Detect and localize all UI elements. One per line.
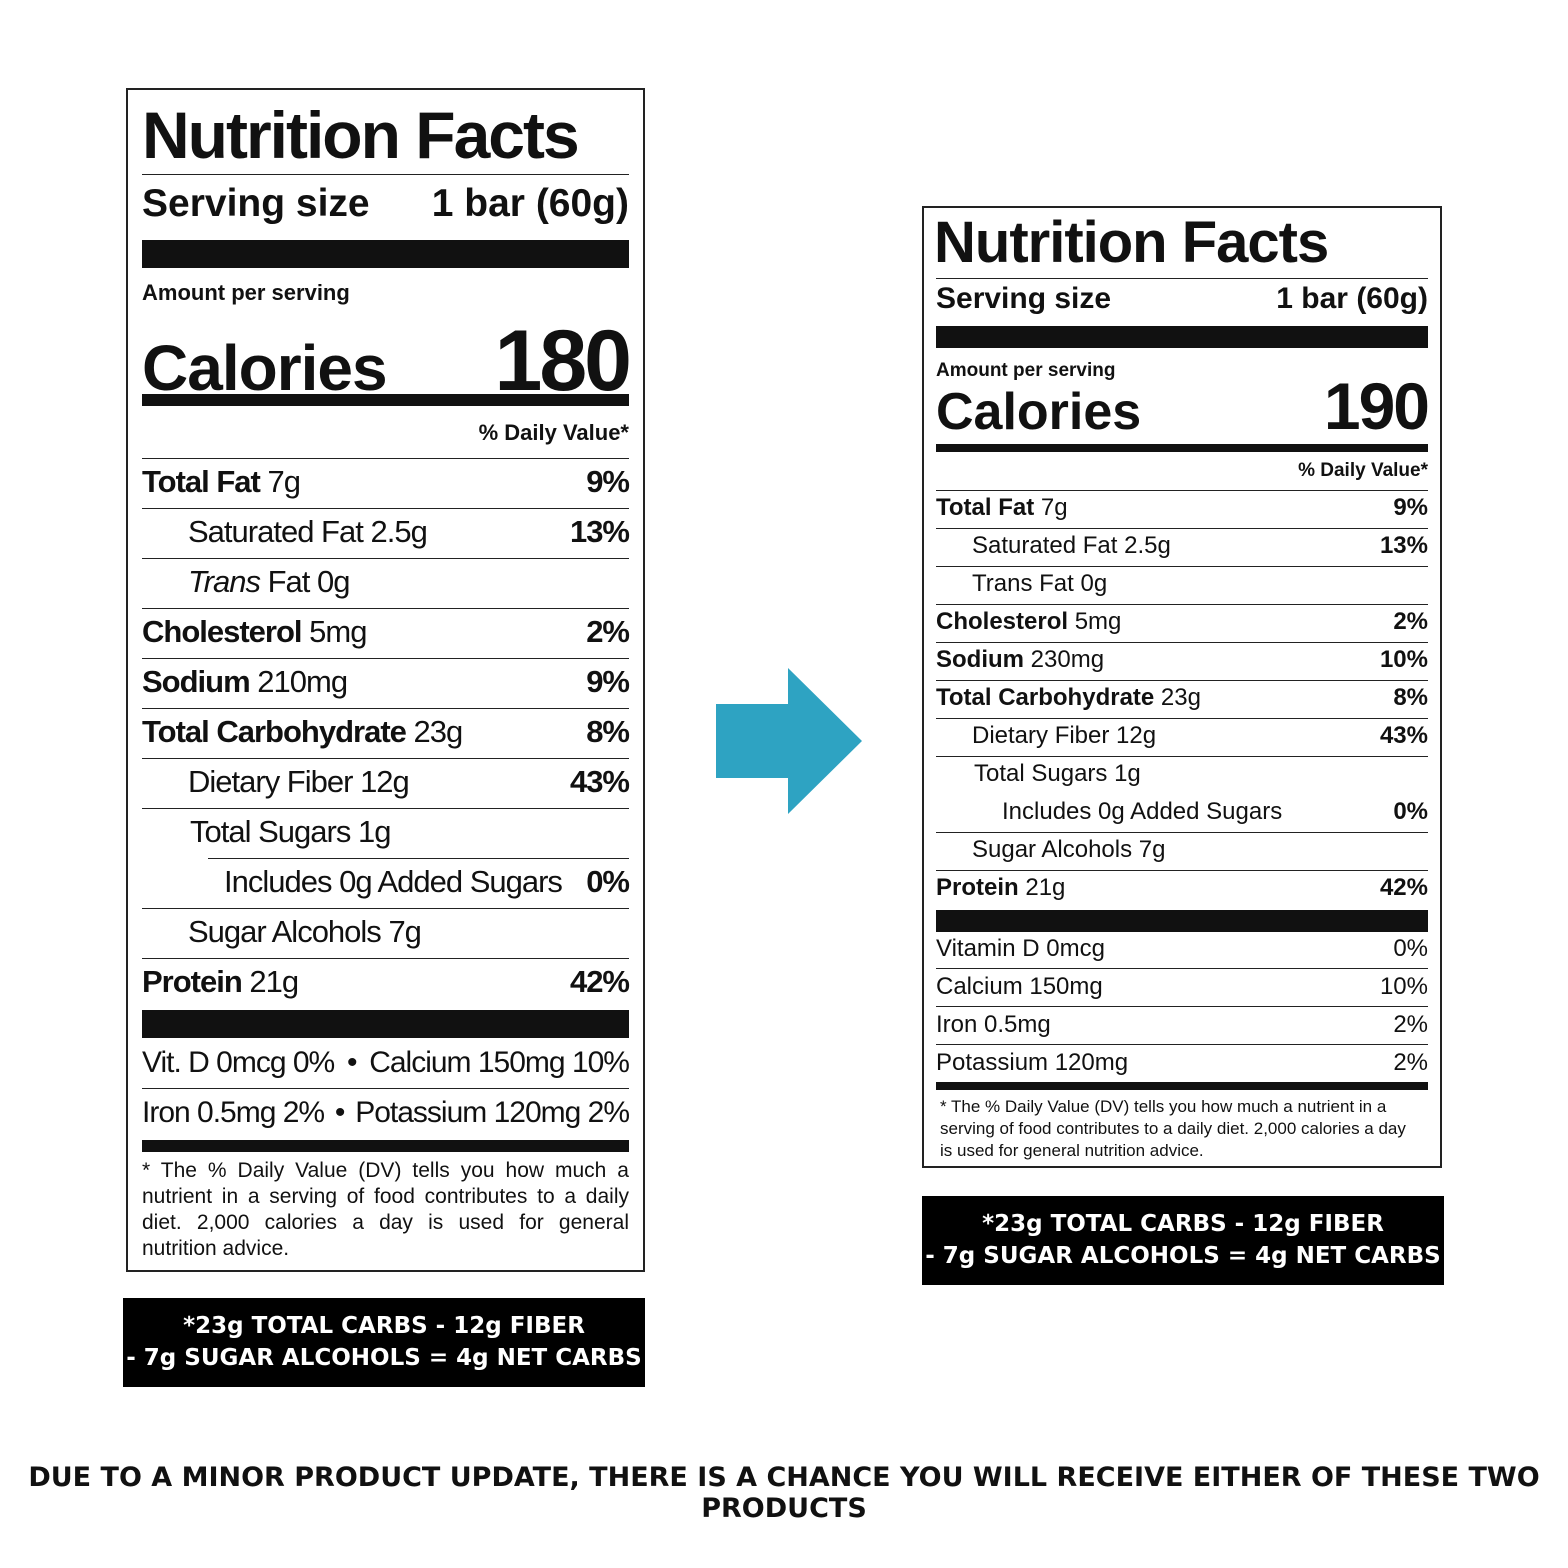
daily-value-header: % Daily Value*	[478, 420, 629, 445]
nutrient-row-dietary-fiber: Dietary Fiber 12g 43%	[188, 764, 630, 799]
daily-value-header: % Daily Value*	[1298, 460, 1428, 481]
vitamin-row-potassium: Potassium 120mg 2%	[936, 1049, 1428, 1076]
footnote: * The % Daily Value (DV) tells you how m…	[940, 1097, 1406, 1160]
nutrient-row-sodium: Sodium 230mg 10%	[936, 646, 1428, 673]
nutrient-row-total-carbohydrate: Total Carbohydrate 23g 8%	[936, 684, 1428, 711]
footnote: * The % Daily Value (DV) tells you how m…	[142, 1159, 629, 1260]
amount-per-serving: Amount per serving	[936, 360, 1116, 381]
calories-row: Calories 190	[936, 368, 1430, 444]
nutrient-row-sugar-alcohols: Sugar Alcohols 7g	[188, 914, 422, 949]
vitamin-row-vitamin-d: Vitamin D 0mcg 0%	[936, 935, 1428, 962]
vitamins-row-2: Iron 0.5mg 2% • Potassium 120mg 2%	[142, 1096, 630, 1129]
nutrition-label-old: Nutrition Facts Serving size 1 bar (60g)…	[126, 88, 645, 1272]
serving-size-row: Serving size 1 bar (60g)	[936, 282, 1428, 316]
nutrient-row-total-fat: Total Fat 7g 9%	[936, 494, 1428, 521]
label-title: Nutrition Facts	[142, 98, 580, 172]
calories-value: 180	[494, 313, 632, 409]
label-title: Nutrition Facts	[934, 210, 1329, 275]
nutrient-row-total-sugars: Total Sugars 1g	[974, 760, 1141, 787]
bullet-icon: •	[334, 1096, 345, 1129]
nutrient-row-dietary-fiber: Dietary Fiber 12g 43%	[972, 722, 1428, 749]
nutrient-row-protein: Protein 21g 42%	[142, 964, 630, 999]
calories-label: Calories	[936, 383, 1142, 441]
bullet-icon: •	[346, 1046, 357, 1079]
nutrient-row-saturated-fat: Saturated Fat 2.5g 13%	[188, 514, 630, 549]
nutrient-row-protein: Protein 21g 42%	[936, 874, 1428, 901]
nutrient-row-cholesterol: Cholesterol 5mg 2%	[142, 614, 630, 649]
vitamin-row-iron: Iron 0.5mg 2%	[936, 1011, 1428, 1038]
calories-row: Calories 180	[142, 312, 632, 411]
net-carbs-box-new: *23g TOTAL CARBS - 12g FIBER - 7g SUGAR …	[922, 1196, 1444, 1285]
nutrient-row-added-sugars: Includes 0g Added Sugars 0%	[1002, 798, 1428, 825]
nutrient-row-trans-fat: Trans Fat 0g	[188, 564, 350, 599]
nutrient-row-total-sugars: Total Sugars 1g	[190, 814, 391, 849]
amount-per-serving: Amount per serving	[142, 280, 350, 305]
nutrient-row-total-carbohydrate: Total Carbohydrate 23g 8%	[142, 714, 630, 749]
net-carbs-box-old: *23g TOTAL CARBS - 12g FIBER - 7g SUGAR …	[123, 1298, 645, 1387]
nutrient-row-saturated-fat: Saturated Fat 2.5g 13%	[972, 532, 1428, 559]
nutrient-row-sugar-alcohols: Sugar Alcohols 7g	[972, 836, 1166, 863]
nutrient-row-trans-fat: Trans Fat 0g	[972, 570, 1108, 597]
nutrient-row-total-fat: Total Fat 7g 9%	[142, 464, 630, 499]
serving-size-label: Serving size	[142, 182, 370, 225]
arrow-right-icon	[716, 668, 862, 814]
serving-size-value: 1 bar (60g)	[431, 182, 629, 225]
nutrient-row-cholesterol: Cholesterol 5mg 2%	[936, 608, 1428, 635]
serving-size-label: Serving size	[936, 282, 1112, 315]
nutrient-row-sodium: Sodium 210mg 9%	[142, 664, 630, 699]
nutrient-row-added-sugars: Includes 0g Added Sugars 0%	[224, 864, 630, 899]
vitamin-row-calcium: Calcium 150mg 10%	[936, 973, 1428, 1000]
serving-size-row: Serving size 1 bar (60g)	[142, 182, 629, 226]
calories-value: 190	[1323, 369, 1430, 443]
calories-label: Calories	[142, 332, 388, 404]
vitamins-row-1: Vit. D 0mcg 0% • Calcium 150mg 10%	[142, 1046, 630, 1079]
nutrition-label-new: Nutrition Facts Serving size 1 bar (60g)…	[922, 206, 1442, 1168]
product-update-notice: DUE TO A MINOR PRODUCT UPDATE, THERE IS …	[28, 1462, 1540, 1524]
serving-size-value: 1 bar (60g)	[1276, 282, 1428, 315]
